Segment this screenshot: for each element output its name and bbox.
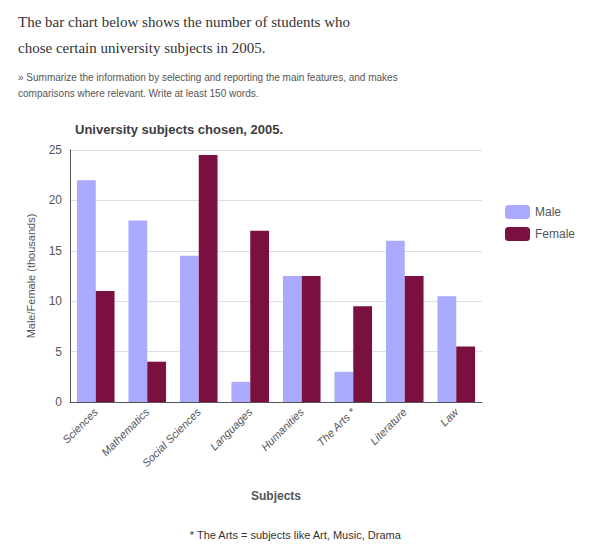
svg-text:Literature: Literature	[368, 406, 409, 447]
svg-text:Male: Male	[535, 205, 561, 219]
svg-text:Social Sciences: Social Sciences	[140, 405, 204, 469]
svg-text:Subjects: Subjects	[251, 489, 301, 503]
svg-text:5: 5	[55, 345, 62, 359]
svg-text:10: 10	[49, 294, 63, 308]
svg-text:Languages: Languages	[208, 405, 255, 452]
svg-text:25: 25	[49, 143, 63, 157]
svg-text:The Arts *: The Arts *	[315, 405, 358, 448]
svg-text:Mathematics: Mathematics	[99, 405, 152, 458]
svg-text:Sciences: Sciences	[60, 405, 100, 445]
svg-text:Male/Female (thousands): Male/Female (thousands)	[25, 214, 37, 339]
svg-text:» Summarize the information by: » Summarize the information by selecting…	[18, 72, 398, 83]
svg-text:Law: Law	[438, 405, 461, 428]
svg-text:chose certain university subje: chose certain university subjects in 200…	[18, 40, 265, 56]
svg-text:Humanities: Humanities	[259, 405, 307, 453]
svg-text:* The Arts = subjects like Art: * The Arts = subjects like Art, Music, D…	[190, 529, 402, 541]
svg-text:0: 0	[55, 395, 62, 409]
svg-text:comparisons where relevant. Wr: comparisons where relevant. Write at lea…	[18, 88, 258, 99]
svg-text:University subjects chosen, 20: University subjects chosen, 2005.	[75, 122, 283, 137]
svg-text:Female: Female	[535, 227, 575, 241]
svg-text:The bar chart below shows the: The bar chart below shows the number of …	[18, 14, 350, 30]
svg-text:20: 20	[49, 193, 63, 207]
svg-text:15: 15	[49, 244, 63, 258]
